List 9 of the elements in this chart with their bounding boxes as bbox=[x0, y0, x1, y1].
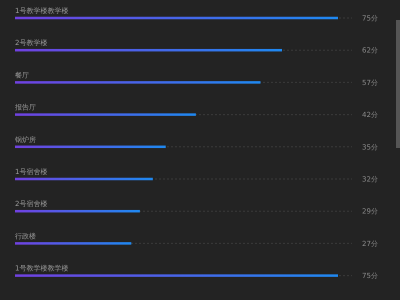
bar bbox=[15, 210, 140, 212]
bar bbox=[15, 81, 260, 84]
bar bbox=[15, 146, 166, 148]
bar bbox=[15, 274, 338, 277]
bar bbox=[15, 113, 196, 116]
bar bbox=[15, 242, 132, 245]
bar bbox=[15, 16, 338, 20]
bar bbox=[15, 48, 282, 52]
bar bbox=[15, 178, 153, 180]
